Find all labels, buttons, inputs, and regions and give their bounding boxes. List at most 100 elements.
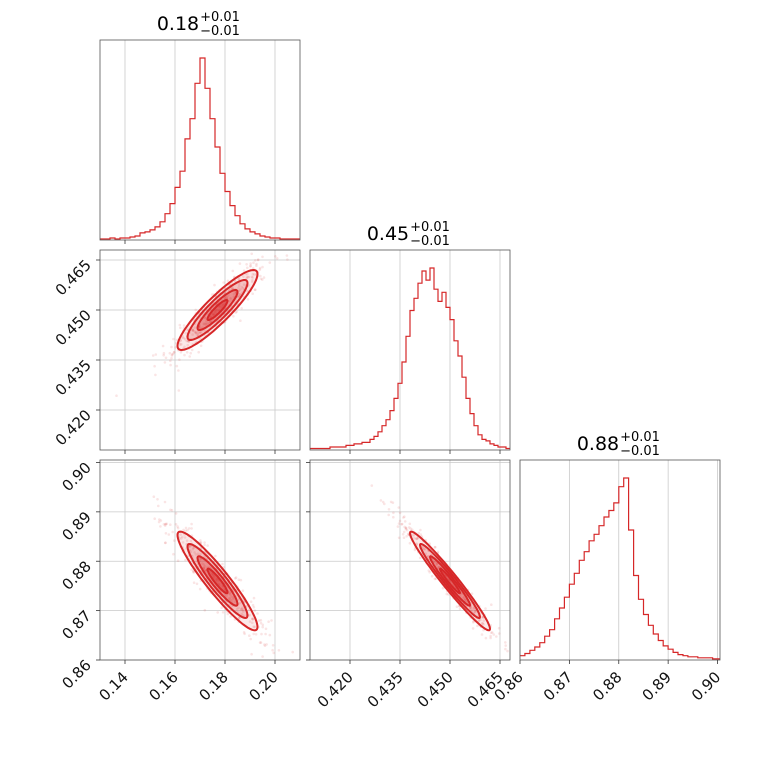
sample-point bbox=[259, 621, 263, 625]
param-title-lower-error: −0.01 bbox=[200, 24, 240, 39]
sample-point bbox=[481, 622, 485, 625]
contour-level-1 bbox=[206, 567, 229, 595]
sample-point bbox=[270, 619, 273, 622]
sample-point bbox=[240, 285, 243, 289]
sample-point bbox=[203, 541, 206, 544]
sample-point bbox=[221, 303, 225, 306]
sample-point bbox=[277, 649, 281, 652]
sample-point bbox=[190, 522, 193, 526]
sample-point bbox=[202, 563, 206, 566]
sample-point bbox=[237, 284, 241, 287]
histogram-panel-p0 bbox=[99, 39, 301, 244]
sample-point bbox=[490, 603, 493, 606]
sample-point bbox=[481, 615, 484, 619]
sample-point bbox=[397, 522, 401, 525]
sample-point bbox=[229, 296, 232, 300]
sample-point bbox=[191, 328, 194, 332]
sample-point bbox=[413, 548, 417, 552]
sample-point bbox=[419, 533, 423, 536]
x-tick-label: 0.90 bbox=[688, 668, 724, 704]
sample-point bbox=[204, 323, 208, 326]
sample-point bbox=[241, 606, 244, 610]
sample-point bbox=[262, 276, 266, 279]
sample-point bbox=[253, 273, 256, 276]
sample-point bbox=[210, 572, 214, 576]
sample-point bbox=[387, 508, 391, 511]
sample-point bbox=[242, 269, 246, 273]
sample-point bbox=[256, 612, 259, 615]
gridlines bbox=[100, 460, 300, 661]
sample-point bbox=[436, 550, 440, 554]
sample-point bbox=[181, 541, 185, 544]
histogram-panel-p2: 0.86 0.87 0.88 0.89 0.90 bbox=[490, 459, 724, 704]
sample-point bbox=[170, 353, 174, 356]
panel-frame bbox=[99, 249, 301, 451]
sample-point bbox=[238, 292, 241, 296]
sample-point bbox=[392, 511, 395, 515]
sample-point bbox=[421, 545, 424, 549]
sample-point bbox=[230, 598, 234, 602]
sample-point bbox=[441, 586, 445, 590]
sample-point bbox=[249, 264, 252, 267]
sample-point bbox=[164, 356, 168, 360]
sample-point bbox=[170, 508, 174, 512]
sample-point bbox=[489, 634, 492, 638]
sample-point bbox=[397, 536, 401, 540]
sample-point bbox=[181, 336, 184, 340]
sample-point bbox=[229, 297, 233, 301]
sample-point bbox=[188, 545, 192, 549]
sample-point bbox=[383, 502, 386, 506]
sample-point bbox=[491, 631, 494, 634]
sample-point bbox=[185, 339, 188, 343]
sample-point bbox=[178, 343, 182, 346]
sample-point bbox=[214, 554, 217, 558]
sample-point bbox=[172, 351, 176, 354]
sample-point bbox=[259, 277, 263, 281]
sample-point bbox=[184, 338, 187, 341]
sample-point bbox=[209, 320, 212, 323]
sample-point bbox=[179, 533, 182, 536]
sample-point bbox=[199, 330, 202, 334]
contour-level-1 bbox=[439, 567, 461, 595]
sample-point bbox=[190, 568, 193, 571]
sample-point bbox=[247, 275, 251, 279]
sample-point bbox=[233, 279, 237, 283]
sample-point bbox=[163, 500, 167, 504]
sample-point bbox=[239, 607, 243, 611]
sample-point bbox=[225, 594, 228, 597]
sample-point bbox=[404, 526, 408, 530]
sample-point bbox=[246, 266, 249, 270]
sample-point bbox=[220, 606, 223, 609]
sample-point bbox=[264, 632, 267, 636]
sample-point bbox=[169, 363, 172, 367]
sample-point bbox=[199, 344, 203, 348]
sample-point bbox=[169, 359, 172, 363]
sample-point bbox=[202, 566, 205, 569]
sample-point bbox=[251, 617, 254, 621]
sample-point bbox=[471, 627, 475, 630]
sample-point bbox=[291, 650, 295, 654]
sample-point bbox=[250, 652, 253, 656]
y-tick-label: 0.89 bbox=[58, 508, 94, 544]
sample-point bbox=[198, 331, 202, 335]
sample-point bbox=[229, 595, 233, 598]
sample-point bbox=[238, 262, 242, 265]
sample-point bbox=[261, 625, 265, 629]
sample-point bbox=[189, 550, 193, 553]
panel-frame bbox=[99, 39, 301, 241]
sample-point bbox=[274, 254, 277, 258]
sample-point bbox=[469, 606, 472, 609]
sample-point bbox=[419, 528, 422, 532]
sample-point bbox=[231, 269, 235, 273]
x-tick-label: 0.435 bbox=[364, 668, 407, 711]
sample-point bbox=[254, 633, 258, 636]
sample-point bbox=[423, 547, 426, 550]
sample-point bbox=[251, 276, 254, 279]
sample-point bbox=[272, 651, 276, 655]
sample-point bbox=[261, 265, 264, 269]
histogram-step-p0 bbox=[100, 57, 300, 240]
sample-point bbox=[477, 619, 481, 622]
sample-point bbox=[232, 597, 235, 601]
sample-point bbox=[182, 336, 186, 340]
histogram-step-p2 bbox=[520, 477, 720, 660]
